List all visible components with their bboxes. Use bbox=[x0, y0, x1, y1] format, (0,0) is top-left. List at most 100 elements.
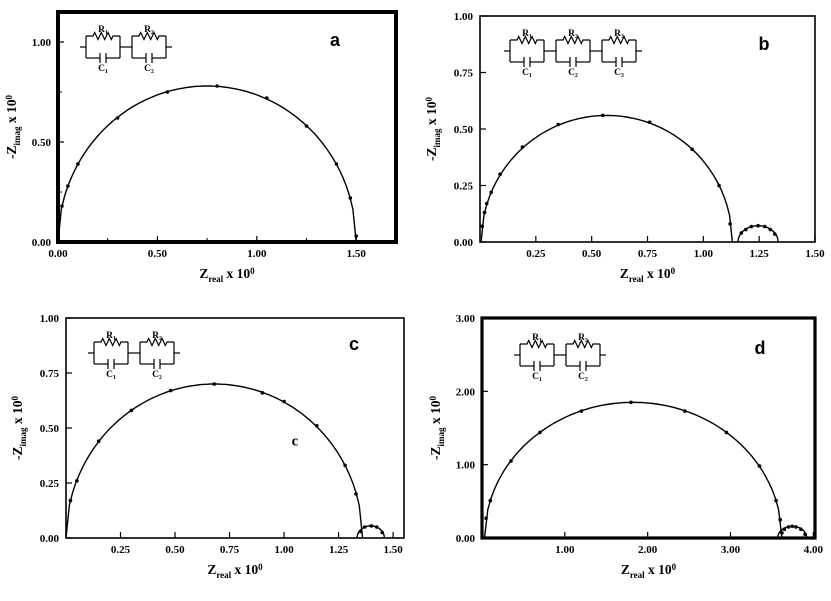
resistor-icon bbox=[132, 31, 166, 41]
resistor-icon bbox=[94, 337, 128, 347]
nyquist-chart-d: 1.00 2.00 3.00 4.00 0.00 1.00 2.00 3.00 Zreal x … bbox=[428, 313, 824, 580]
nyquist-chart-b: 0.25 0.50 0.75 1.00 1.25 1.50 0.00 0.25 0.50 0.75… bbox=[424, 11, 825, 284]
resistor-icon bbox=[520, 339, 554, 349]
equivalent-circuit-inset: R₁ C₁ R₂ C₂ bbox=[80, 25, 172, 74]
data-points bbox=[60, 84, 359, 238]
axis-ticks: 1.00 2.00 3.00 4.00 0.00 1.00 2.00 3.00 bbox=[456, 313, 824, 556]
y-tick-label: 2.00 bbox=[456, 386, 476, 398]
x-tick-label: 0.50 bbox=[165, 544, 185, 556]
curve-annotation: c bbox=[292, 434, 299, 450]
y-axis-title: -Zimag x 100 bbox=[10, 396, 28, 461]
panel-a: 0.00 0.50 1.00 1.50 0.00 0.50 1.00 Zreal x 100 -… bbox=[2, 2, 408, 300]
axis-ticks: 0.25 0.50 0.75 1.00 1.25 1.50 0.00 0.25 0.50 0.75… bbox=[454, 11, 825, 260]
resistor-label: R₂ bbox=[578, 333, 588, 343]
y-tick-label: 0.00 bbox=[456, 533, 476, 545]
nyquist-curve bbox=[737, 225, 779, 243]
y-tick-label: 0.50 bbox=[454, 124, 474, 136]
panel-letter: d bbox=[755, 338, 766, 358]
capacitor-label: C₁ bbox=[98, 64, 108, 74]
data-points bbox=[480, 113, 777, 236]
x-tick-label: 1.00 bbox=[555, 544, 575, 556]
y-tick-label: 0.00 bbox=[454, 237, 474, 249]
resistor-label: R₂ bbox=[568, 29, 578, 39]
y-tick-label: 0.25 bbox=[40, 478, 60, 490]
x-tick-label: 1.00 bbox=[247, 248, 267, 260]
data-points bbox=[68, 382, 385, 535]
y-tick-label: 0.25 bbox=[454, 181, 474, 193]
x-tick-label: 2.00 bbox=[638, 544, 658, 556]
panel-letter: c bbox=[349, 334, 359, 354]
resistor-label: R₃ bbox=[614, 29, 624, 39]
plot-frame bbox=[56, 10, 398, 244]
panel-letter: b bbox=[759, 34, 770, 54]
capacitor-label: C₂ bbox=[144, 64, 154, 74]
nyquist-curve bbox=[483, 401, 783, 539]
equivalent-circuit-inset: R₁ C₁ R₂ C₂ bbox=[514, 333, 606, 382]
nyquist-curve bbox=[57, 85, 357, 243]
x-tick-label: 0.25 bbox=[111, 544, 131, 556]
panel-c: 0.25 0.50 0.75 1.00 1.25 1.50 0.00 0.25 0.50 0.75… bbox=[2, 306, 418, 596]
x-tick-label: 0.50 bbox=[148, 248, 168, 260]
x-tick-label: 0.00 bbox=[48, 248, 68, 260]
x-tick-label: 0.75 bbox=[220, 544, 240, 556]
nyquist-chart-a: 0.00 0.50 1.00 1.50 0.00 0.50 1.00 Zreal x 100 -… bbox=[4, 10, 398, 284]
axis-ticks: 0.00 0.50 1.00 1.50 0.00 0.50 1.00 bbox=[32, 37, 367, 260]
axis-ticks: 0.25 0.50 0.75 1.00 1.25 1.50 0.00 0.25 0.50 0.75… bbox=[40, 313, 403, 556]
resistor-label: R₁ bbox=[522, 29, 532, 39]
y-tick-label: 0.50 bbox=[32, 137, 52, 149]
capacitor-label: C₁ bbox=[532, 372, 542, 382]
capacitor-label: C₂ bbox=[578, 372, 588, 382]
y-tick-label: 0.00 bbox=[32, 237, 52, 249]
resistor-icon bbox=[556, 35, 590, 45]
resistor-icon bbox=[140, 337, 174, 347]
y-axis-title: -Zimag x 100 bbox=[424, 97, 442, 162]
resistor-label: R₁ bbox=[532, 333, 542, 343]
x-tick-label: 1.00 bbox=[274, 544, 294, 556]
x-tick-label: 0.25 bbox=[526, 248, 546, 260]
capacitor-label: C₃ bbox=[614, 68, 624, 78]
x-tick-label: 1.25 bbox=[329, 544, 349, 556]
x-tick-label: 3.00 bbox=[721, 544, 741, 556]
resistor-icon bbox=[86, 31, 120, 41]
x-tick-label: 1.50 bbox=[383, 544, 403, 556]
equivalent-circuit-inset: R₁ C₁ R₂ C₂ bbox=[88, 331, 180, 380]
resistor-icon bbox=[566, 339, 600, 349]
y-tick-label: 1.00 bbox=[454, 11, 474, 23]
nyquist-chart-c: 0.25 0.50 0.75 1.00 1.25 1.50 0.00 0.25 0.50 0.75… bbox=[10, 313, 405, 580]
capacitor-label: C₂ bbox=[568, 68, 578, 78]
y-tick-label: 0.75 bbox=[40, 368, 60, 380]
y-tick-label: 1.00 bbox=[456, 460, 476, 472]
x-axis-title: Zreal x 100 bbox=[199, 266, 255, 284]
resistor-label: R₁ bbox=[106, 331, 116, 341]
y-tick-label: 1.00 bbox=[32, 37, 52, 49]
x-axis-title: Zreal x 100 bbox=[620, 266, 676, 284]
y-tick-label: 1.00 bbox=[40, 313, 60, 325]
capacitor-label: C₁ bbox=[106, 370, 116, 380]
y-axis-title: -Zimag x 100 bbox=[428, 396, 446, 461]
y-axis-title: -Zimag x 100 bbox=[4, 95, 22, 160]
panel-b: 0.25 0.50 0.75 1.00 1.25 1.50 0.00 0.25 0.50 0.75… bbox=[412, 2, 829, 302]
nyquist-curve bbox=[65, 383, 364, 539]
x-tick-label: 1.50 bbox=[805, 248, 825, 260]
capacitor-label: C₂ bbox=[152, 370, 162, 380]
x-tick-label: 4.00 bbox=[804, 544, 824, 556]
x-axis-title: Zreal x 100 bbox=[207, 562, 263, 580]
x-axis-title: Zreal x 100 bbox=[621, 562, 677, 580]
x-tick-label: 1.00 bbox=[694, 248, 714, 260]
resistor-icon bbox=[602, 35, 636, 45]
plot-frame bbox=[480, 316, 817, 540]
resistor-icon bbox=[510, 35, 544, 45]
x-tick-label: 0.75 bbox=[638, 248, 658, 260]
y-tick-label: 0.75 bbox=[454, 68, 474, 80]
resistor-label: R₂ bbox=[144, 25, 154, 35]
x-tick-label: 1.50 bbox=[347, 248, 367, 260]
y-tick-label: 3.00 bbox=[456, 313, 476, 325]
y-tick-label: 0.50 bbox=[40, 423, 60, 435]
panel-d: 1.00 2.00 3.00 4.00 0.00 1.00 2.00 3.00 Zreal x … bbox=[424, 308, 829, 596]
nyquist-curve bbox=[480, 114, 734, 243]
panel-letter: a bbox=[330, 30, 341, 50]
x-tick-label: 0.50 bbox=[582, 248, 602, 260]
equivalent-circuit-inset: R₁ C₁ R₂ C₂ R₃ C₃ bbox=[504, 29, 642, 78]
data-points bbox=[484, 400, 807, 537]
